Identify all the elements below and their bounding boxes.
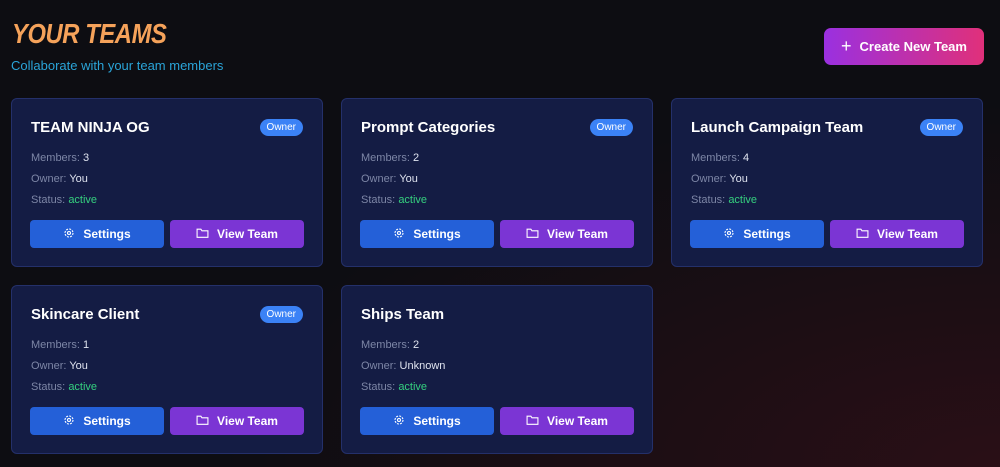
settings-label: Settings [413,414,461,428]
view-team-button[interactable]: View Team [170,407,304,435]
members-label: Members: [31,152,80,164]
view-label: View Team [547,414,608,428]
team-name: Ships Team [361,306,445,323]
status-row: Status: active [691,194,757,206]
team-name: Prompt Categories [361,119,496,136]
status-value: active [68,194,98,206]
members-label: Members: [361,152,410,164]
members-label: Members: [361,339,410,351]
team-name: Skincare Client [31,306,140,323]
team-card: Skincare Client Owner Members: 1 Owner: … [11,285,323,454]
owner-label: Owner: [361,360,397,372]
settings-button[interactable]: Settings [30,407,164,435]
status-label: Status: [31,194,66,206]
view-label: View Team [217,227,278,241]
role-badge: Owner [589,119,633,136]
settings-button[interactable]: Settings [360,407,494,435]
status-row: Status: active [31,381,97,393]
view-label: View Team [547,227,608,241]
view-team-button[interactable]: View Team [500,407,634,435]
role-badge: Owner [259,306,303,323]
team-name: Launch Campaign Team [691,119,864,136]
owner-value: You [399,173,418,185]
members-value: 1 [82,339,90,351]
status-value: active [68,381,98,393]
status-label: Status: [31,381,66,393]
folder-icon [196,227,209,242]
team-card: Launch Campaign Team Owner Members: 4 Ow… [671,98,983,267]
owner-row: Owner: You [31,173,88,185]
gear-icon [63,227,75,242]
status-value: active [398,194,428,206]
gear-icon [393,227,405,242]
owner-label: Owner: [31,360,67,372]
status-label: Status: [361,194,396,206]
owner-row: Owner: You [361,173,418,185]
status-label: Status: [361,381,396,393]
owner-row: Owner: You [691,173,748,185]
members-label: Members: [691,152,740,164]
page-subtitle: Collaborate with your team members [11,58,224,73]
plus-icon: + [841,36,852,56]
owner-value: You [729,173,748,185]
owner-label: Owner: [691,173,727,185]
create-new-team-button[interactable]: + Create New Team [824,28,984,65]
owner-value: You [69,173,88,185]
owner-row: Owner: You [31,360,88,372]
role-badge: Owner [259,119,303,136]
owner-row: Owner: Unknown [361,360,445,372]
view-team-button[interactable]: View Team [500,220,634,248]
settings-button[interactable]: Settings [360,220,494,248]
view-label: View Team [877,227,938,241]
settings-label: Settings [83,414,131,428]
settings-button[interactable]: Settings [690,220,824,248]
settings-label: Settings [743,227,791,241]
members-value: 2 [412,339,420,351]
settings-label: Settings [83,227,131,241]
gear-icon [393,414,405,429]
owner-label: Owner: [361,173,397,185]
folder-icon [526,414,539,429]
view-team-button[interactable]: View Team [170,220,304,248]
members-row: Members: 4 [691,152,749,164]
page-title: YOUR TEAMS [12,18,167,49]
owner-value: Unknown [399,360,446,372]
members-row: Members: 3 [31,152,89,164]
members-value: 4 [742,152,750,164]
status-value: active [398,381,428,393]
owner-value: You [69,360,88,372]
status-row: Status: active [361,194,427,206]
role-badge: Owner [919,119,963,136]
folder-icon [856,227,869,242]
gear-icon [63,414,75,429]
members-label: Members: [31,339,80,351]
view-label: View Team [217,414,278,428]
status-label: Status: [691,194,726,206]
members-row: Members: 2 [361,339,419,351]
team-card: Prompt Categories Owner Members: 2 Owner… [341,98,653,267]
settings-button[interactable]: Settings [30,220,164,248]
view-team-button[interactable]: View Team [830,220,964,248]
members-value: 2 [412,152,420,164]
gear-icon [723,227,735,242]
members-row: Members: 1 [31,339,89,351]
status-row: Status: active [31,194,97,206]
create-label: Create New Team [859,39,967,54]
team-name: TEAM NINJA OG [31,119,150,136]
folder-icon [526,227,539,242]
members-row: Members: 2 [361,152,419,164]
team-card: TEAM NINJA OG Owner Members: 3 Owner: Yo… [11,98,323,267]
team-card: Ships Team Members: 2 Owner: Unknown Sta… [341,285,653,454]
settings-label: Settings [413,227,461,241]
status-value: active [728,194,758,206]
members-value: 3 [82,152,90,164]
owner-label: Owner: [31,173,67,185]
status-row: Status: active [361,381,427,393]
folder-icon [196,414,209,429]
